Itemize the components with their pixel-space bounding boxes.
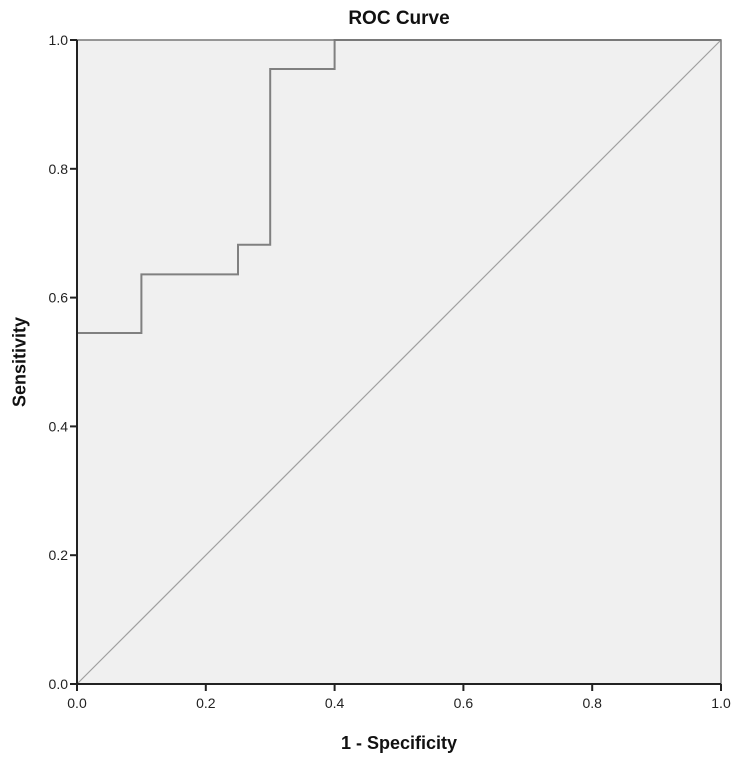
y-tick-label: 1.0 (49, 32, 69, 48)
x-tick-label: 1.0 (711, 695, 731, 711)
reference-diagonal-line (76, 39, 722, 685)
chart-title: ROC Curve (348, 8, 450, 29)
x-tick-label: 0.4 (325, 695, 345, 711)
x-tick-label: 0.2 (196, 695, 216, 711)
x-axis-label: 1 - Specificity (340, 733, 458, 753)
x-tick-label: 0.0 (67, 695, 87, 711)
y-tick-label: 0.2 (49, 547, 69, 563)
roc-curve-line (76, 39, 721, 684)
x-tick-label: 0.6 (454, 695, 474, 711)
x-tick-label: 0.8 (582, 695, 602, 711)
y-tick-label: 0.4 (49, 418, 69, 434)
y-tick-label: 0.8 (49, 161, 69, 177)
y-tick-label: 0.6 (49, 290, 69, 306)
y-tick-label: 0.0 (49, 676, 69, 692)
